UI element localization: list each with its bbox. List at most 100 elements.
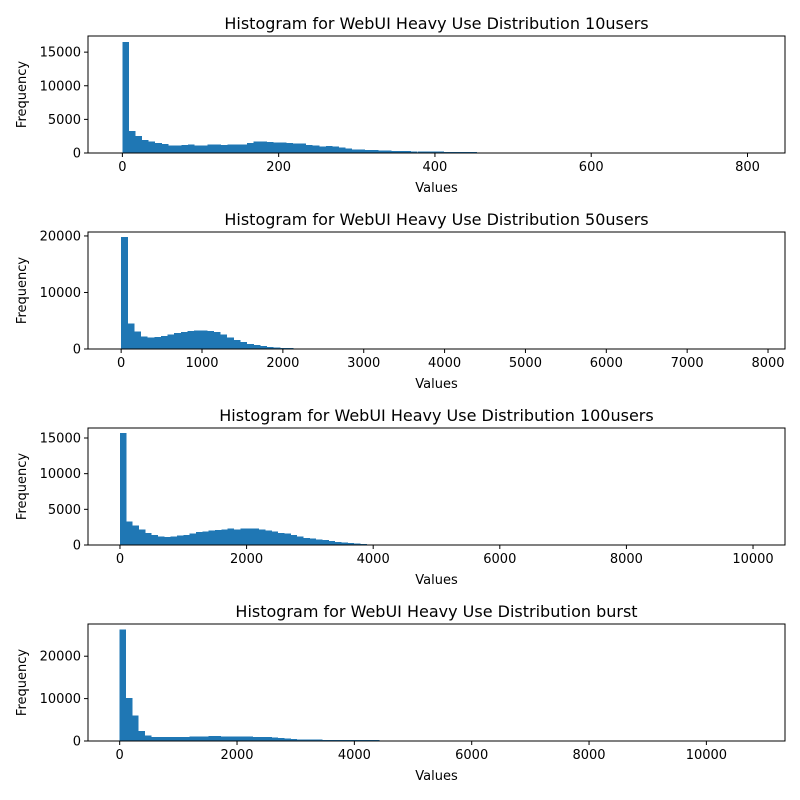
histogram-bar — [208, 735, 215, 741]
histogram-bar — [437, 151, 444, 153]
chart-panel-3: 0 2000 4000 6000 8000 10000 0 5000 10000 15000 His… — [15, 406, 786, 588]
histogram-bar — [151, 535, 158, 545]
histogram-bar — [352, 149, 359, 153]
histogram-bar — [147, 337, 155, 349]
histogram-bar — [220, 334, 228, 349]
x-tick-label: 200 — [266, 160, 291, 175]
histogram-bar — [286, 142, 294, 153]
histogram-bar — [293, 143, 300, 153]
histogram-bar — [267, 347, 274, 349]
x-tick-label: 4000 — [338, 748, 371, 763]
histogram-bar — [126, 521, 133, 545]
histogram-bar — [309, 739, 317, 741]
histogram-bar — [195, 532, 203, 545]
histogram-bar — [246, 528, 253, 545]
histogram-bar — [189, 533, 196, 545]
chart-panel-1: 0 200 400 600 800 0 5000 10000 15000 Histogram fo… — [15, 14, 786, 196]
x-tick-label: 0 — [117, 356, 125, 371]
histogram-bar — [168, 145, 175, 153]
histogram-bar — [252, 736, 260, 741]
histogram-bar — [138, 730, 146, 741]
x-tick-label: 800 — [735, 160, 760, 175]
histogram-bar — [170, 736, 177, 741]
histogram-bar — [240, 528, 247, 545]
histogram-bar — [208, 530, 215, 545]
histogram-bar — [227, 736, 234, 741]
histogram-bar — [247, 343, 254, 349]
histogram-bar — [207, 144, 215, 153]
x-tick-label: 400 — [423, 160, 448, 175]
x-tick-label: 2000 — [220, 748, 253, 763]
y-tick-label: 5000 — [48, 503, 81, 518]
x-tick-label: 7000 — [671, 356, 704, 371]
histogram-bar — [319, 146, 326, 153]
chart-panel-4: 0 2000 4000 6000 8000 10000 0 10000 20000 Histogr… — [15, 602, 786, 784]
histogram-bar — [132, 715, 139, 741]
histogram-bar — [354, 543, 361, 545]
histogram-bar — [411, 151, 418, 153]
histogram-bar — [227, 528, 234, 545]
histogram-bar — [227, 337, 234, 349]
y-tick-label: 10000 — [40, 286, 81, 301]
histogram-bar — [170, 536, 177, 545]
x-tick-label: 6000 — [590, 356, 623, 371]
histogram-bar — [391, 150, 399, 153]
histogram-bar — [280, 347, 287, 349]
histogram-bar — [214, 144, 221, 153]
histogram-bar — [221, 736, 228, 741]
histogram-bar — [189, 736, 196, 741]
histogram-bar — [240, 144, 248, 153]
histogram-bar — [195, 736, 203, 741]
histogram-bar — [176, 535, 184, 545]
x-tick-label: 8000 — [751, 356, 784, 371]
histogram-bar — [181, 144, 189, 153]
histogram-bar — [141, 336, 148, 349]
histogram-bar — [151, 736, 158, 741]
chart-title: Histogram for WebUI Heavy Use Distributi… — [224, 14, 648, 33]
histogram-bar — [253, 345, 261, 349]
histogram-bar — [214, 735, 222, 741]
histogram-bar — [246, 736, 253, 741]
histogram-bar — [365, 149, 372, 153]
histogram-bar — [398, 150, 405, 153]
histogram-bar — [444, 151, 451, 153]
histogram-bar — [278, 532, 285, 545]
histogram-bar — [220, 144, 228, 153]
x-tick-label: 8000 — [610, 552, 643, 567]
histogram-bar — [201, 145, 208, 153]
histogram-bar — [142, 140, 149, 153]
histogram-bar — [358, 149, 366, 153]
histogram-bar — [341, 542, 348, 545]
histogram-bar — [424, 151, 431, 153]
chart-title: Histogram for WebUI Heavy Use Distributi… — [219, 406, 653, 425]
x-tick-label: 2000 — [266, 356, 299, 371]
histogram-bar — [271, 531, 279, 545]
histogram-bar — [265, 530, 272, 545]
histogram-bar — [214, 530, 222, 545]
bars-group — [119, 629, 475, 741]
histogram-bar — [180, 332, 188, 349]
x-tick-label: 0 — [116, 748, 124, 763]
histogram-bar — [303, 739, 310, 741]
histogram-bar — [127, 323, 135, 349]
histogram-bar — [312, 145, 320, 153]
histogram-bar — [164, 736, 171, 741]
histogram-bar — [154, 337, 161, 349]
histogram-bar — [121, 237, 128, 349]
y-tick-label: 0 — [73, 343, 81, 358]
histogram-bar — [240, 736, 247, 741]
histogram-bar — [176, 736, 184, 741]
x-tick-label: 2000 — [230, 552, 263, 567]
histogram-bar — [202, 531, 209, 545]
histogram-bar — [253, 141, 261, 153]
histogram-bar — [335, 541, 342, 545]
histogram-bar — [450, 151, 458, 153]
histogram-bar — [404, 151, 412, 153]
histogram-bar — [135, 136, 143, 153]
histogram-bar — [126, 697, 133, 741]
histogram-bar — [148, 141, 156, 153]
x-tick-label: 8000 — [572, 748, 605, 763]
histogram-bar — [316, 739, 323, 741]
histogram-bar — [188, 144, 195, 153]
